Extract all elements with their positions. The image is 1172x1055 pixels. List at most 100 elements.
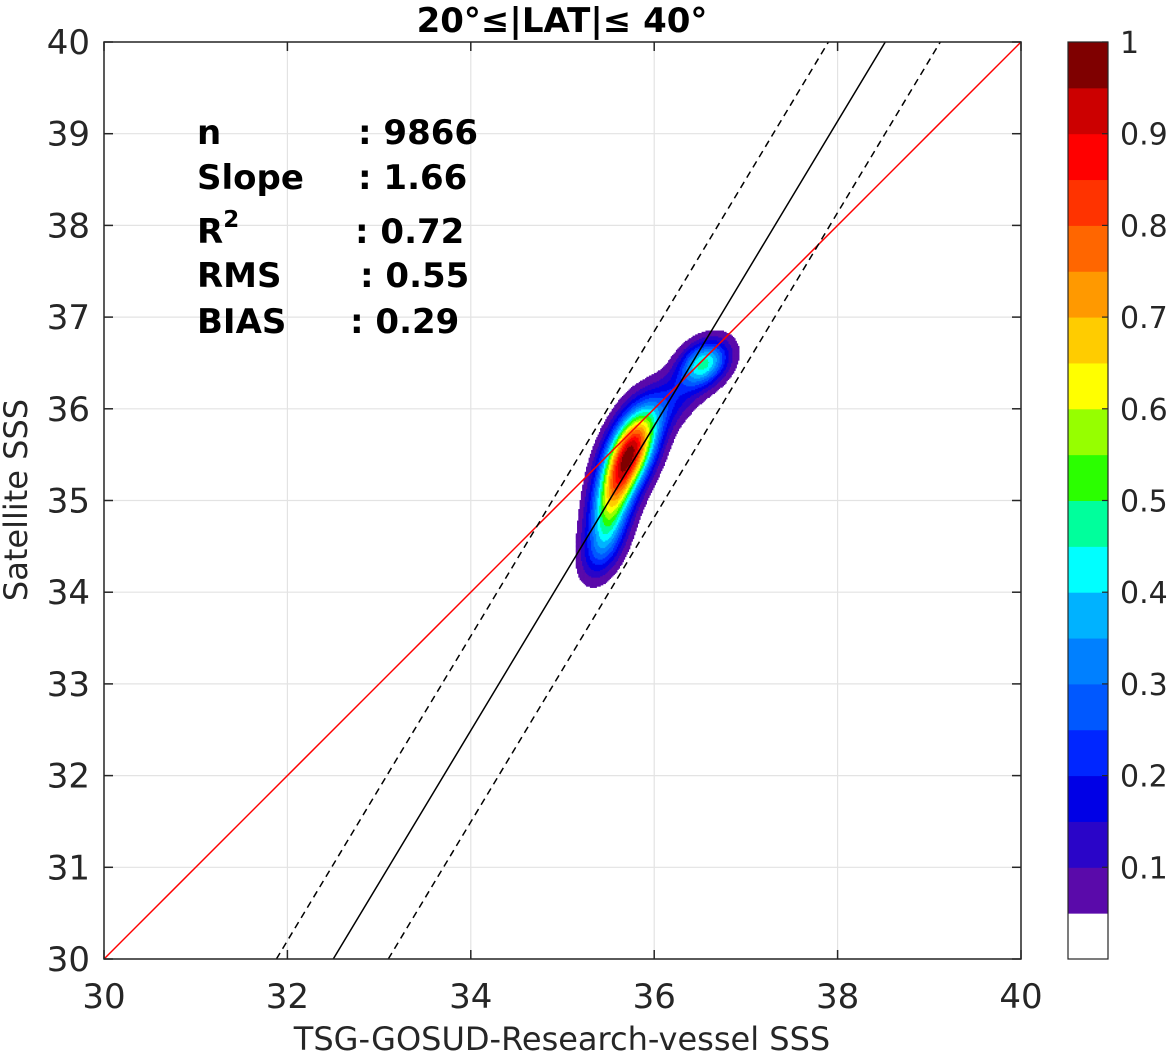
density-cell — [598, 470, 601, 473]
density-cell — [606, 465, 609, 468]
density-cell — [600, 573, 603, 576]
density-cell — [618, 550, 621, 552]
density-cell — [575, 550, 578, 552]
density-cell — [629, 412, 632, 415]
density-cell — [623, 417, 626, 420]
density-cell — [601, 438, 604, 441]
density-cell — [593, 462, 596, 465]
density-cell — [600, 446, 603, 448]
density-cell — [621, 528, 624, 531]
density-cell — [619, 473, 622, 475]
density-cell — [582, 520, 585, 523]
density-cell — [579, 566, 582, 569]
density-cell — [619, 539, 622, 542]
density-cell — [609, 511, 612, 514]
density-cell — [614, 546, 617, 549]
density-cell — [595, 475, 597, 478]
density-cell — [611, 491, 614, 493]
density-cell — [591, 543, 594, 546]
density-cell — [627, 407, 630, 410]
density-cell — [615, 560, 618, 563]
density-cell — [595, 555, 597, 558]
density-cell — [616, 544, 619, 547]
density-cell — [595, 453, 597, 456]
density-cell — [611, 471, 614, 474]
density-cell — [607, 438, 610, 441]
density-cell — [609, 482, 612, 484]
density-cell — [596, 541, 599, 543]
density-cell — [623, 422, 626, 425]
density-cell — [582, 506, 585, 509]
density-cell — [627, 424, 630, 427]
density-cell — [584, 577, 587, 579]
density-cell — [627, 529, 630, 532]
density-cell — [587, 543, 590, 546]
density-cell — [618, 478, 621, 481]
density-cell — [614, 407, 617, 410]
density-cell — [619, 408, 622, 411]
density-cell — [597, 506, 600, 509]
density-cell — [619, 552, 622, 555]
density-cell — [598, 538, 601, 541]
density-cell — [584, 517, 587, 520]
density-cell — [598, 453, 601, 456]
density-cell — [615, 485, 618, 488]
density-cell — [591, 548, 594, 551]
density-cell — [609, 546, 612, 549]
density-cell — [621, 455, 624, 457]
density-cell — [609, 465, 612, 468]
density-cell — [628, 530, 631, 533]
density-cell — [582, 550, 585, 552]
density-cell — [588, 524, 591, 527]
density-cell — [598, 484, 601, 487]
density-cell — [610, 574, 613, 577]
density-cell — [632, 480, 635, 483]
density-cell — [579, 530, 582, 533]
density-cell — [589, 580, 592, 583]
density-cell — [577, 532, 579, 534]
density-cell — [627, 461, 630, 464]
density-cell — [609, 435, 612, 438]
density-cell — [606, 480, 609, 483]
density-cell — [607, 491, 610, 493]
density-cell — [583, 483, 586, 486]
density-cell — [616, 562, 619, 565]
density-cell — [586, 560, 588, 563]
density-cell — [621, 537, 624, 540]
density-cell — [614, 419, 617, 422]
density-cell — [621, 521, 624, 524]
density-cell — [625, 480, 628, 483]
density-cell — [627, 411, 630, 414]
density-cell — [588, 575, 591, 578]
density-cell — [625, 530, 628, 533]
density-cell — [613, 443, 615, 446]
density-cell — [630, 419, 633, 422]
density-cell — [592, 560, 595, 563]
density-cell — [623, 410, 626, 413]
density-cell — [620, 520, 623, 523]
density-cell — [629, 509, 632, 511]
density-cell — [620, 511, 623, 514]
density-cell — [613, 501, 615, 504]
density-cell — [611, 453, 614, 456]
density-cell — [589, 582, 592, 585]
density-cell — [595, 511, 597, 514]
density-cell — [624, 532, 627, 534]
density-cell — [623, 521, 626, 524]
density-cell — [616, 437, 619, 439]
density-cell — [616, 505, 619, 508]
density-cell — [583, 578, 586, 581]
density-cell — [606, 434, 609, 437]
density-cell — [625, 467, 628, 470]
density-cell — [630, 407, 633, 410]
density-cell — [589, 466, 592, 469]
density-cell — [592, 487, 595, 490]
density-cell — [613, 517, 615, 520]
density-cell — [595, 493, 597, 496]
density-cell — [579, 529, 582, 532]
density-cell — [579, 573, 582, 576]
density-cell — [628, 538, 631, 541]
density-cell — [621, 510, 624, 513]
density-cell — [611, 465, 614, 468]
